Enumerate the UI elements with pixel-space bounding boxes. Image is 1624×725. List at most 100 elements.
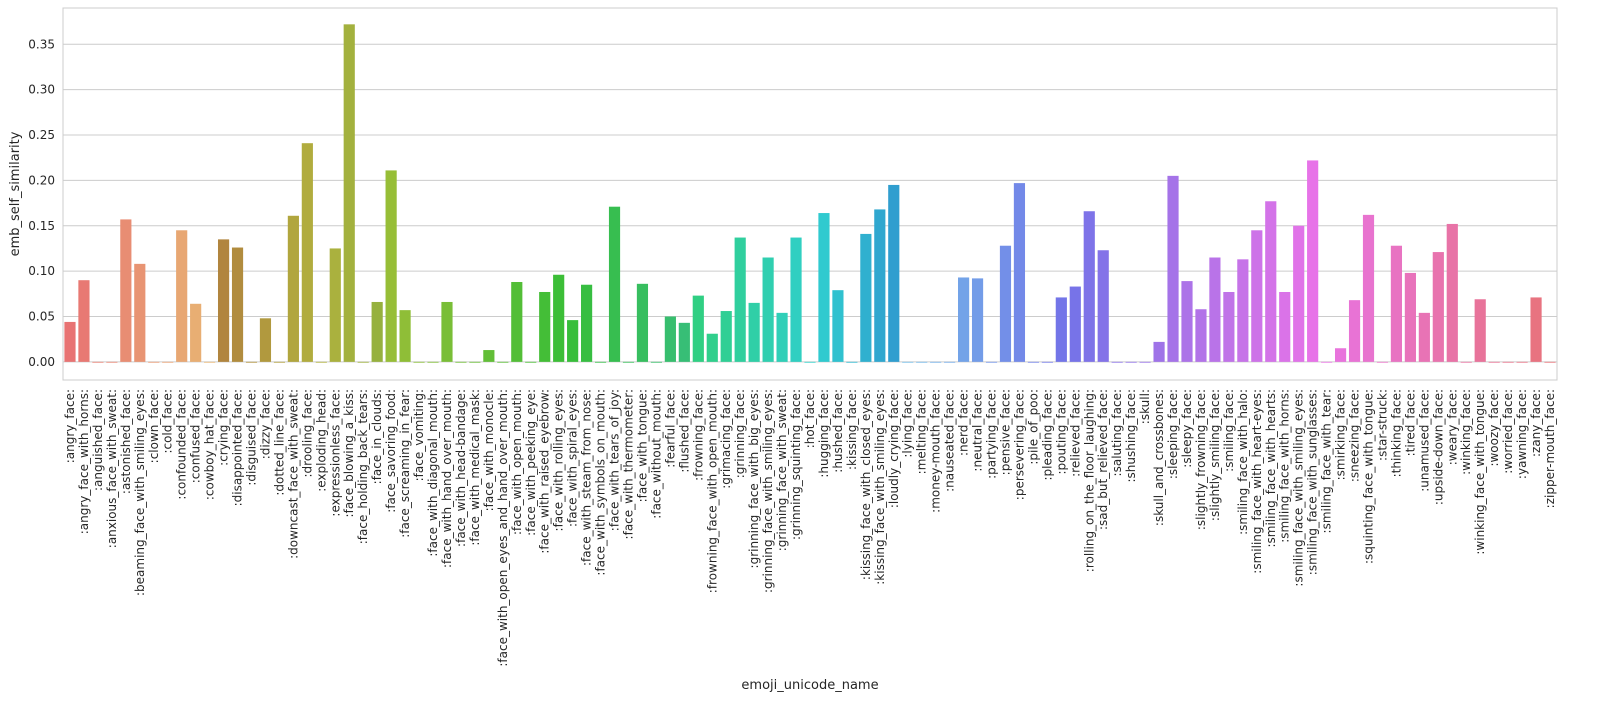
bar bbox=[1307, 160, 1319, 362]
x-tick-label: :loudly_crying_face: bbox=[887, 389, 901, 508]
bar bbox=[1069, 286, 1081, 362]
bar bbox=[1055, 297, 1067, 362]
x-tick-label: :rolling_on_the_floor_laughing: bbox=[1082, 389, 1096, 572]
bar bbox=[608, 206, 621, 362]
y-tick-label: 0.25 bbox=[28, 128, 55, 142]
x-tick-label: :smiling_face_with_tear: bbox=[1320, 389, 1334, 533]
x-tick-label: :skull: bbox=[1138, 389, 1152, 424]
bar bbox=[1460, 361, 1472, 363]
x-tick-label: :pouting_face: bbox=[1054, 389, 1068, 474]
bar bbox=[148, 361, 160, 363]
bar bbox=[511, 282, 523, 362]
bar bbox=[357, 361, 369, 363]
bar bbox=[190, 303, 202, 362]
x-tick-label: :smiling_face_with_smiling_eyes: bbox=[1292, 389, 1306, 587]
bar bbox=[441, 301, 453, 362]
x-tick-label: :hushed_face: bbox=[831, 389, 845, 473]
bar bbox=[971, 278, 984, 362]
bar bbox=[594, 361, 607, 363]
x-tick-label: :cold_face: bbox=[161, 389, 175, 454]
bar bbox=[1097, 250, 1109, 362]
x-tick-label: :slightly_frowning_face: bbox=[1194, 389, 1208, 530]
x-tick-label: :confused_face: bbox=[189, 389, 203, 483]
bars bbox=[64, 24, 1556, 363]
x-tick-label: :face_savoring_food: bbox=[384, 389, 398, 513]
bar bbox=[650, 361, 662, 363]
bar bbox=[92, 361, 104, 363]
y-tick-label: 0.10 bbox=[28, 264, 55, 278]
bar bbox=[944, 361, 956, 363]
bar bbox=[413, 361, 425, 363]
bar bbox=[776, 312, 788, 362]
bar bbox=[678, 322, 690, 362]
x-tick-label: :star-struck: bbox=[1375, 389, 1389, 461]
bar bbox=[888, 184, 900, 362]
x-tick-label: :face_screaming_in_fear: bbox=[398, 389, 412, 538]
x-tick-label: :winking_face_with_tongue: bbox=[1473, 389, 1487, 555]
x-tick-label: :kissing_face_with_smiling_eyes: bbox=[873, 389, 887, 585]
y-tick-label: 0.15 bbox=[28, 219, 55, 233]
bar bbox=[818, 213, 830, 362]
x-tick-label: :cowboy_hat_face: bbox=[203, 389, 217, 500]
bar bbox=[1167, 175, 1179, 362]
bar bbox=[958, 277, 970, 362]
bar bbox=[78, 280, 90, 362]
x-tick-label: :grinning_face_with_smiling_eyes: bbox=[761, 389, 775, 593]
bar bbox=[1237, 259, 1249, 362]
x-tick-label: :face_with_diagonal_mouth: bbox=[426, 389, 440, 557]
x-tick-label: :smirking_face: bbox=[1334, 389, 1348, 480]
x-tick-label: :dotted_line_face: bbox=[272, 389, 286, 496]
x-tick-labels: :angry_face::angry_face_with_horns::angu… bbox=[63, 389, 1557, 667]
bar bbox=[301, 143, 313, 362]
bar bbox=[1544, 361, 1556, 363]
bar bbox=[664, 316, 676, 362]
bar bbox=[804, 361, 816, 363]
bar bbox=[1209, 257, 1221, 362]
bar bbox=[692, 295, 704, 362]
x-tick-label: :grinning_face_with_big_eyes: bbox=[747, 389, 761, 568]
bar bbox=[1083, 211, 1095, 362]
x-tick-label: :pensive_face: bbox=[998, 389, 1012, 475]
x-tick-label: :hugging_face: bbox=[817, 389, 831, 478]
x-tick-label: :partying_face: bbox=[985, 389, 999, 479]
bar bbox=[1488, 361, 1500, 363]
bar bbox=[1502, 361, 1514, 363]
x-tick-label: :neutral_face: bbox=[971, 389, 985, 472]
bar bbox=[832, 290, 844, 362]
bar bbox=[1530, 297, 1542, 362]
x-tick-label: :grimacing_face: bbox=[719, 389, 733, 489]
bar bbox=[1139, 361, 1151, 363]
x-tick-label: :kissing_face_with_closed_eyes: bbox=[859, 389, 873, 580]
x-tick-label: :exploding_head: bbox=[314, 389, 328, 492]
x-tick-label: :weary_face: bbox=[1445, 389, 1459, 465]
x-tick-label: :angry_face_with_horns: bbox=[77, 389, 91, 534]
bar bbox=[734, 237, 746, 362]
x-tick-label: :face_without_mouth: bbox=[649, 389, 663, 519]
bar bbox=[1223, 291, 1235, 362]
bar bbox=[1265, 201, 1277, 362]
x-tick-label: :kissing_face: bbox=[845, 389, 859, 470]
y-tick-label: 0.00 bbox=[28, 355, 55, 369]
bar bbox=[469, 361, 481, 363]
x-tick-label: :hot_face: bbox=[803, 389, 817, 448]
bar bbox=[106, 361, 118, 363]
x-tick-label: :face_with_monocle: bbox=[482, 389, 496, 511]
bar bbox=[539, 291, 551, 362]
bar bbox=[1293, 225, 1305, 362]
bar bbox=[1390, 245, 1403, 362]
bar bbox=[1321, 361, 1333, 363]
bar bbox=[748, 302, 760, 362]
x-tick-label: :thinking_face: bbox=[1389, 389, 1403, 477]
x-tick-label: :woozy_face: bbox=[1487, 389, 1501, 467]
bar bbox=[1474, 299, 1486, 362]
x-tick-label: :worried_face: bbox=[1501, 389, 1515, 474]
bar bbox=[790, 237, 802, 362]
bar bbox=[1125, 361, 1137, 363]
bar bbox=[1376, 361, 1389, 363]
bar bbox=[385, 170, 397, 362]
bar bbox=[371, 301, 383, 362]
bar bbox=[1013, 183, 1026, 362]
x-tick-label: :smiling_face_with_heart-eyes: bbox=[1250, 389, 1264, 574]
bar bbox=[315, 361, 327, 363]
x-tick-label: :grinning_face: bbox=[733, 389, 747, 478]
